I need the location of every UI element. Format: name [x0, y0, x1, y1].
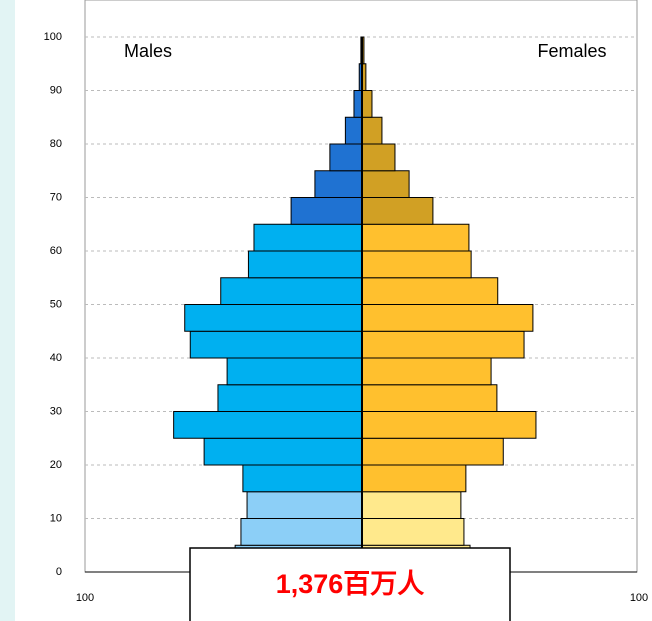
- bar: [361, 304, 534, 332]
- bar: [329, 143, 363, 172]
- bar: [240, 518, 363, 546]
- annotation-box: [189, 547, 511, 621]
- y-tick-label: 90: [50, 84, 62, 96]
- bar: [361, 357, 492, 386]
- bar: [361, 330, 525, 359]
- bar: [361, 250, 472, 279]
- bar: [246, 491, 363, 519]
- y-tick-label: 50: [50, 298, 62, 310]
- y-tick-label: 100: [44, 31, 62, 43]
- bar: [344, 116, 363, 145]
- bar: [226, 357, 363, 386]
- bar: [361, 143, 396, 172]
- bar: [314, 170, 363, 198]
- bar: [361, 384, 498, 412]
- x-tick-label: 100: [630, 592, 648, 604]
- bar: [242, 464, 363, 493]
- bar: [247, 250, 363, 279]
- bar: [203, 437, 363, 466]
- bar: [189, 330, 363, 359]
- y-tick-label: 0: [56, 566, 62, 578]
- y-tick-label: 20: [50, 459, 62, 471]
- bar: [361, 116, 383, 145]
- bar: [184, 304, 363, 332]
- x-tick-label: 100: [76, 592, 94, 604]
- bar: [361, 223, 470, 252]
- bar: [361, 518, 465, 546]
- bar: [353, 90, 363, 118]
- bar: [361, 464, 467, 493]
- bar: [290, 197, 363, 225]
- legend-label: Males: [124, 41, 172, 61]
- bar: [361, 411, 537, 439]
- bar: [361, 170, 410, 198]
- y-tick-label: 70: [50, 191, 62, 203]
- bar: [253, 223, 363, 252]
- bar: [220, 277, 363, 305]
- bar: [173, 411, 363, 439]
- y-tick-label: 40: [50, 352, 62, 364]
- annotation: 1,376百万人: [276, 569, 425, 599]
- bar: [361, 437, 504, 466]
- legend-label: Females: [537, 41, 606, 61]
- y-tick-label: 10: [50, 512, 62, 524]
- y-tick-label: 30: [50, 405, 62, 417]
- y-tick-label: 80: [50, 138, 62, 150]
- side-strip: [0, 0, 15, 621]
- bar: [361, 491, 462, 519]
- bar: [361, 277, 499, 305]
- bar: [361, 90, 373, 118]
- bar: [217, 384, 363, 412]
- y-tick-label: 60: [50, 245, 62, 257]
- bar: [361, 197, 434, 225]
